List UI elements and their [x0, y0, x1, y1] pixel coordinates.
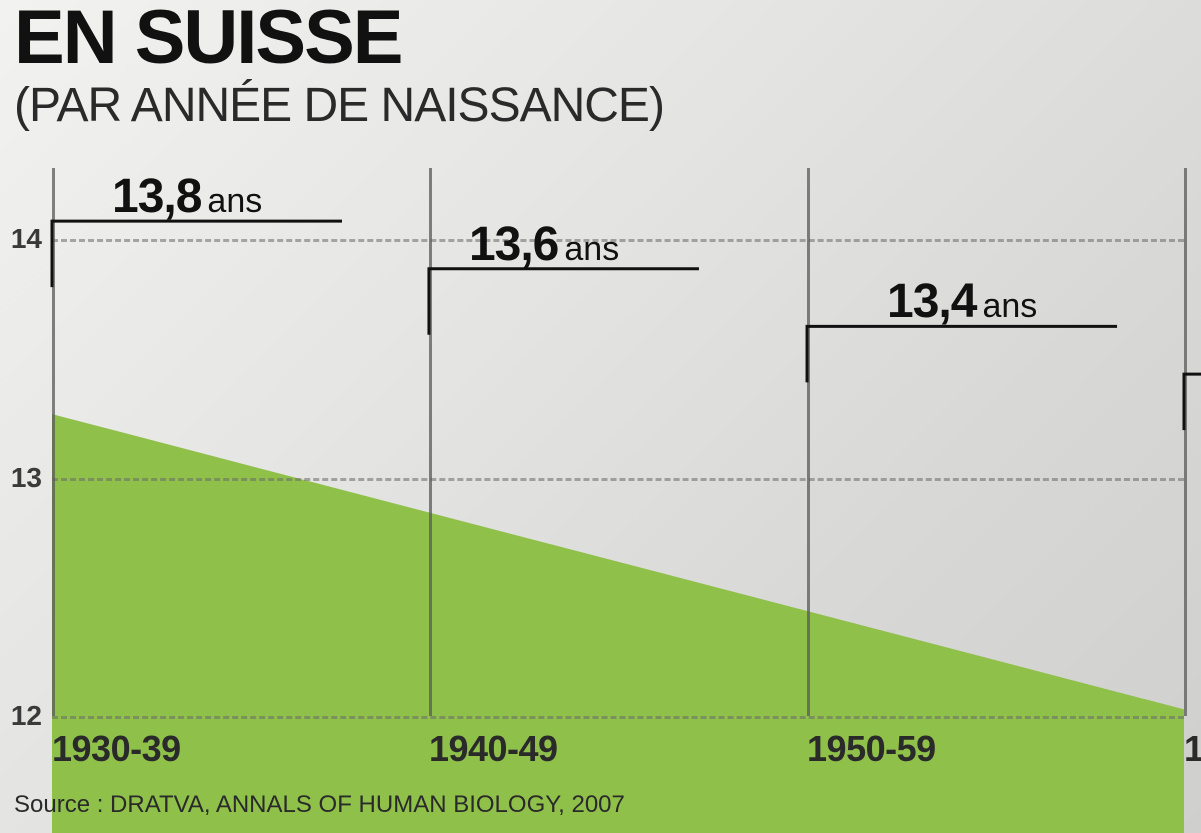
page-subtitle: (PAR ANNÉE DE NAISSANCE)	[14, 78, 664, 133]
gridline-h	[52, 716, 1184, 719]
leader-line	[52, 168, 1184, 716]
xtick-label: 1960-75	[1184, 728, 1201, 770]
ytick-label: 14	[11, 223, 42, 255]
gridline-v	[1184, 168, 1187, 716]
chart-plot-area: 1213141930-391940-491950-591960-7513,8an…	[52, 168, 1184, 716]
page-title: EN SUISSE	[14, 0, 401, 76]
page: EN SUISSE (PAR ANNÉE DE NAISSANCE) 12131…	[0, 0, 1201, 833]
xtick-label: 1940-49	[429, 728, 558, 770]
chart: 1213141930-391940-491950-591960-7513,8an…	[14, 168, 1184, 778]
source-text: Source : DRATVA, ANNALS OF HUMAN BIOLOGY…	[14, 791, 625, 819]
ytick-label: 12	[11, 700, 42, 732]
xtick-label: 1950-59	[807, 728, 936, 770]
xtick-label: 1930-39	[52, 728, 181, 770]
ytick-label: 13	[11, 462, 42, 494]
